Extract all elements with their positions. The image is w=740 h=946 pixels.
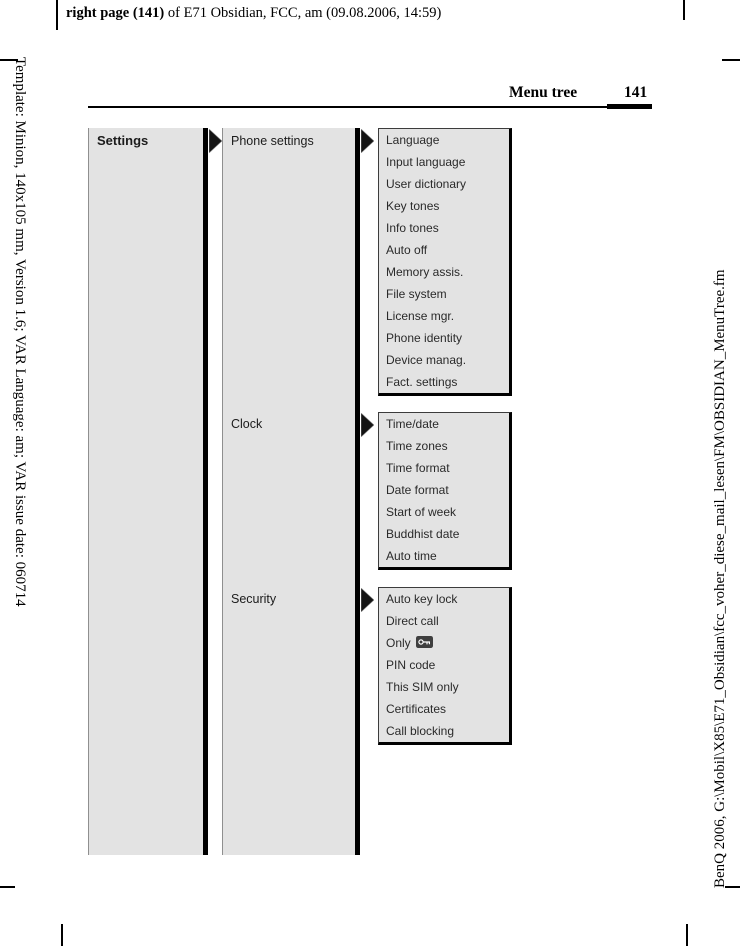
menu-item-label: Certificates [386,702,447,716]
arrow-right-icon [360,128,375,154]
menu-item: User dictionary [379,173,509,195]
menu-list-phone-settings: Language Input language User dictionary Key… [378,128,512,396]
arrow-right-icon [360,587,375,613]
menu-item-label: Time format [386,461,450,475]
menu-item-label: License mgr. [386,309,455,323]
menu-item-label: Direct call [386,614,439,628]
menu-item-label: This SIM only [386,680,459,694]
menu-item: Fact. settings [379,371,509,393]
menu-item: Auto off [379,239,509,261]
menu-item: Direct call [379,610,509,632]
menu-item-label: Auto key lock [386,592,458,606]
crop-mark-right-top-horizontal [722,59,740,61]
menu-list-security: Auto key lock Direct call Only PIN code This… [378,587,512,745]
section-label-security: Security [231,592,277,606]
print-header-details: of E71 Obsidian, FCC, am (09.08.2006, 14… [164,5,442,21]
menu-item-label: Start of week [386,505,457,519]
arrow-right-icon [360,412,375,438]
column-divider-bar-2 [355,128,360,855]
menu-item-label: Language [386,133,440,147]
menu-item-label: Auto time [386,549,437,563]
menu-item: Info tones [379,217,509,239]
crop-mark-left-bottom-horizontal [0,886,15,888]
menu-item: Auto time [379,545,509,567]
key-icon [415,635,433,651]
menu-item-label: Device manag. [386,353,467,367]
level2-column-box [222,128,355,855]
menu-item-label: Auto off [386,243,428,257]
menu-item: Time zones [379,435,509,457]
menu-item-label: User dictionary [386,177,467,191]
left-margin-note: Template: Minion, 140x105 mm, Version 1.… [12,57,28,607]
section-title: Menu tree [509,84,578,101]
menu-item: Only [379,632,509,654]
crop-mark-top-right-vertical [683,0,685,20]
menu-item: Call blocking [379,720,509,742]
crop-mark-left-top-horizontal [0,59,18,61]
page-number: 141 [624,84,648,101]
menu-item-label: Fact. settings [386,375,458,389]
arrow-right-icon [208,128,223,154]
menu-item-label: Date format [386,483,449,497]
section-label-clock: Clock [231,417,263,431]
menu-item-label: Phone identity [386,331,463,345]
section-label-phone-settings: Phone settings [231,134,314,148]
print-header-page-ref: right page (141) [66,5,165,21]
menu-item: Language [379,129,509,151]
menu-item: License mgr. [379,305,509,327]
menu-item: Buddhist date [379,523,509,545]
menu-item: File system [379,283,509,305]
settings-column-box [88,128,203,855]
menu-item: Certificates [379,698,509,720]
menu-item-label: Info tones [386,221,439,235]
header-rule [88,106,652,108]
menu-item-label: PIN code [386,658,436,672]
menu-item: Start of week [379,501,509,523]
menu-item: This SIM only [379,676,509,698]
menu-item: Device manag. [379,349,509,371]
menu-item-label: Time zones [386,439,448,453]
settings-root-label: Settings [97,133,149,148]
column-divider-bar-1 [203,128,208,855]
menu-item-label: Key tones [386,199,440,213]
menu-item: Auto key lock [379,588,509,610]
menu-item: PIN code [379,654,509,676]
crop-mark-bottom-left-vertical [61,924,63,946]
menu-item-label: Time/date [386,417,439,431]
crop-mark-bottom-right-vertical [686,924,688,946]
crop-mark-top-left-vertical [56,0,58,30]
right-margin-note: BenQ 2006, G:\Mobil\X85\E71_Obsidian\fcc… [712,269,728,888]
menu-item: Time format [379,457,509,479]
menu-item-label: Memory assis. [386,265,464,279]
menu-item-label: File system [386,287,447,301]
menu-item: Phone identity [379,327,509,349]
menu-list-clock: Time/date Time zones Time format Date forma… [378,412,512,570]
print-job-header: right page (141) of E71 Obsidian, FCC, a… [66,5,441,22]
menu-item: Date format [379,479,509,501]
menu-item-label: Call blocking [386,724,455,738]
menu-item: Input language [379,151,509,173]
menu-item: Time/date [379,413,509,435]
menu-item-label: Buddhist date [386,527,460,541]
menu-item-label: Input language [386,155,466,169]
menu-item: Key tones [379,195,509,217]
crop-mark-right-bottom-horizontal [725,886,740,888]
menu-item-label: Only [386,636,411,650]
menu-item: Memory assis. [379,261,509,283]
header-rule-thick-segment [607,104,652,109]
